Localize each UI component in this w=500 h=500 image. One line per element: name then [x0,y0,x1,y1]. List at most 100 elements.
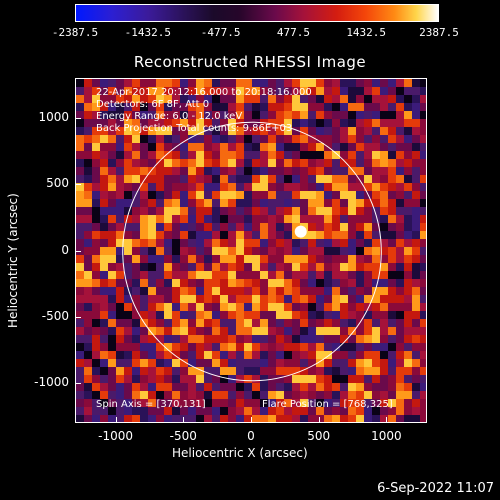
heatmap-cell [92,303,100,311]
heatmap-cell [236,351,244,359]
heatmap-cell [308,95,316,103]
heatmap-cell [284,151,292,159]
heatmap-cell [324,247,332,255]
heatmap-cell [332,127,340,135]
heatmap-cell [116,319,124,327]
heatmap-cell [132,327,140,335]
heatmap-cell [212,375,220,383]
heatmap-cell [204,415,212,422]
heatmap-cell [412,127,420,135]
heatmap-cell [388,335,396,343]
heatmap-cell [148,375,156,383]
heatmap-cell [364,351,372,359]
heatmap-cell [268,271,276,279]
heatmap-cell [252,415,260,422]
heatmap-cell [284,303,292,311]
heatmap-cell [308,255,316,263]
heatmap-cell [220,367,228,375]
heatmap-cell [308,319,316,327]
heatmap-cell [404,79,412,87]
x-tick-mark [251,417,252,423]
heatmap-cell [148,95,156,103]
heatmap-cell [108,159,116,167]
heatmap-cell [268,199,276,207]
heatmap-cell [108,183,116,191]
energy-range-label: Energy Range: 6.0 - 12.0 keV [96,111,243,122]
heatmap-cell [244,231,252,239]
heatmap-cell [420,391,426,399]
heatmap-cell [132,103,140,111]
heatmap-cell [132,95,140,103]
heatmap-cell [156,223,164,231]
heatmap-cell [92,335,100,343]
heatmap-cell [284,119,292,127]
heatmap-cell [92,247,100,255]
heatmap-cell [412,415,420,422]
heatmap-cell [348,247,356,255]
heatmap-cell [372,95,380,103]
heatmap-cell [252,327,260,335]
heatmap-cell [260,255,268,263]
heatmap-cell [236,327,244,335]
heatmap-cell [92,239,100,247]
heatmap-cell [100,303,108,311]
heatmap-cell [100,399,108,407]
x-axis-label: Heliocentric X (arcsec) [172,446,308,460]
heatmap-cell [100,79,108,87]
heatmap-cell [132,311,140,319]
heatmap-cell [244,391,252,399]
heatmap-cell [420,79,426,87]
heatmap-cell [100,127,108,135]
heatmap-cell [412,295,420,303]
heatmap-cell [188,335,196,343]
heatmap-cell [316,231,324,239]
heatmap-cell [316,263,324,271]
heatmap-cell [404,407,412,415]
heatmap-cell [108,287,116,295]
heatmap-cell [396,287,404,295]
heatmap-cell [364,199,372,207]
heatmap-cell [76,279,84,287]
heatmap-cell [228,95,236,103]
heatmap-cell [348,263,356,271]
heatmap-cell [196,311,204,319]
heatmap-cell [116,191,124,199]
heatmap-cell [300,207,308,215]
heatmap-cell [172,415,180,422]
heatmap-cell [348,167,356,175]
heatmap-cell [140,167,148,175]
heatmap-cell [324,127,332,135]
heatmap-cell [244,127,252,135]
heatmap-cell [372,279,380,287]
heatmap-cell [380,223,388,231]
heatmap-cell [332,135,340,143]
heatmap-cell [132,247,140,255]
heatmap-cell [372,167,380,175]
heatmap-cell [412,119,420,127]
heatmap-cell [276,279,284,287]
heatmap-cell [268,359,276,367]
heatmap-cell [340,239,348,247]
heatmap-cell [412,383,420,391]
heatmap-cell [260,343,268,351]
heatmap-cell [324,103,332,111]
heatmap-cell [164,103,172,111]
heatmap-cell [188,383,196,391]
heatmap-cell [236,159,244,167]
heatmap-cell [204,255,212,263]
heatmap-cell [156,327,164,335]
heatmap-cell [324,199,332,207]
heatmap-cell [108,359,116,367]
heatmap-cell [188,103,196,111]
heatmap-cell [292,319,300,327]
heatmap-cell [316,223,324,231]
heatmap-cell [316,247,324,255]
heatmap-cell [228,263,236,271]
heatmap-cell [300,343,308,351]
heatmap-cell [204,375,212,383]
heatmap-cell [396,399,404,407]
heatmap-cell [148,367,156,375]
heatmap-cell [420,231,426,239]
heatmap-cell [156,199,164,207]
heatmap-cell [364,223,372,231]
